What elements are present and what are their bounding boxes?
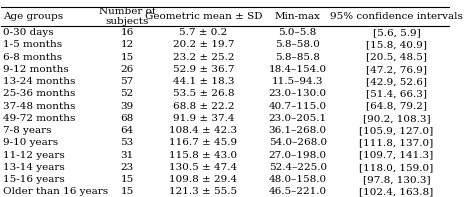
Text: 91.9 ± 37.4: 91.9 ± 37.4: [173, 114, 234, 123]
Text: 23.0–130.0: 23.0–130.0: [269, 89, 327, 98]
Text: Older than 16 years: Older than 16 years: [3, 188, 109, 196]
Text: 53.5 ± 26.8: 53.5 ± 26.8: [173, 89, 234, 98]
Text: 5.0–5.8: 5.0–5.8: [279, 28, 317, 37]
Text: 13-14 years: 13-14 years: [3, 163, 65, 172]
Text: 15: 15: [120, 175, 134, 184]
Text: 121.3 ± 55.5: 121.3 ± 55.5: [169, 188, 237, 196]
Text: 15-16 years: 15-16 years: [3, 175, 65, 184]
Text: 53: 53: [120, 138, 134, 147]
Text: 116.7 ± 45.9: 116.7 ± 45.9: [169, 138, 237, 147]
Text: 26: 26: [120, 65, 134, 74]
Text: [109.7, 141.3]: [109.7, 141.3]: [359, 151, 434, 160]
Text: 5.7 ± 0.2: 5.7 ± 0.2: [179, 28, 228, 37]
Text: 18.4–154.0: 18.4–154.0: [269, 65, 327, 74]
Text: [102.4, 163.8]: [102.4, 163.8]: [359, 188, 434, 196]
Text: 13-24 months: 13-24 months: [3, 77, 75, 86]
Text: 52.4–225.0: 52.4–225.0: [269, 163, 327, 172]
Text: 1-5 months: 1-5 months: [3, 40, 62, 49]
Text: 25-36 months: 25-36 months: [3, 89, 75, 98]
Text: [64.8, 79.2]: [64.8, 79.2]: [366, 102, 427, 111]
Text: [20.5, 48.5]: [20.5, 48.5]: [366, 53, 427, 62]
Text: 9-12 months: 9-12 months: [3, 65, 69, 74]
Text: [111.8, 137.0]: [111.8, 137.0]: [359, 138, 434, 147]
Text: 36.1–268.0: 36.1–268.0: [269, 126, 327, 135]
Text: 52.9 ± 36.7: 52.9 ± 36.7: [173, 65, 234, 74]
Text: Geometric mean ± SD: Geometric mean ± SD: [145, 12, 262, 21]
Text: 54.0–268.0: 54.0–268.0: [269, 138, 327, 147]
Text: 115.8 ± 43.0: 115.8 ± 43.0: [169, 151, 237, 160]
Text: 16: 16: [120, 28, 134, 37]
Text: [15.8, 40.9]: [15.8, 40.9]: [366, 40, 427, 49]
Text: [105.9, 127.0]: [105.9, 127.0]: [359, 126, 434, 135]
Text: 68.8 ± 22.2: 68.8 ± 22.2: [173, 102, 234, 111]
Text: 5.8–58.0: 5.8–58.0: [275, 40, 320, 49]
Text: [118.0, 159.0]: [118.0, 159.0]: [359, 163, 434, 172]
Text: 6-8 months: 6-8 months: [3, 53, 62, 62]
Text: 9-10 years: 9-10 years: [3, 138, 58, 147]
Text: 95% confidence intervals: 95% confidence intervals: [330, 12, 463, 21]
Text: 23.2 ± 25.2: 23.2 ± 25.2: [173, 53, 234, 62]
Text: [51.4, 66.3]: [51.4, 66.3]: [366, 89, 427, 98]
Text: 31: 31: [120, 151, 134, 160]
Text: 40.7–115.0: 40.7–115.0: [269, 102, 327, 111]
Text: [97.8, 130.3]: [97.8, 130.3]: [363, 175, 430, 184]
Text: 23: 23: [120, 163, 134, 172]
Text: 64: 64: [120, 126, 134, 135]
Text: 12: 12: [120, 40, 134, 49]
Text: 20.2 ± 19.7: 20.2 ± 19.7: [173, 40, 234, 49]
Text: Age groups: Age groups: [3, 12, 64, 21]
Text: 130.5 ± 47.4: 130.5 ± 47.4: [169, 163, 237, 172]
Text: 37-48 months: 37-48 months: [3, 102, 75, 111]
Text: Number of
subjects: Number of subjects: [99, 7, 155, 26]
Text: 39: 39: [120, 102, 134, 111]
Text: 48.0–158.0: 48.0–158.0: [269, 175, 327, 184]
Text: 11.5–94.3: 11.5–94.3: [272, 77, 323, 86]
Text: 0-30 days: 0-30 days: [3, 28, 54, 37]
Text: 57: 57: [120, 77, 134, 86]
Text: 5.8–85.8: 5.8–85.8: [275, 53, 320, 62]
Text: [42.9, 52.6]: [42.9, 52.6]: [366, 77, 427, 86]
Text: 44.1 ± 18.3: 44.1 ± 18.3: [173, 77, 234, 86]
Text: 68: 68: [120, 114, 134, 123]
Text: 46.5–221.0: 46.5–221.0: [269, 188, 327, 196]
Text: 108.4 ± 42.3: 108.4 ± 42.3: [169, 126, 237, 135]
Text: 7-8 years: 7-8 years: [3, 126, 52, 135]
Text: 109.8 ± 29.4: 109.8 ± 29.4: [169, 175, 237, 184]
Text: 23.0–205.1: 23.0–205.1: [269, 114, 327, 123]
Text: 15: 15: [120, 188, 134, 196]
Text: 52: 52: [120, 89, 134, 98]
Text: [5.6, 5.9]: [5.6, 5.9]: [373, 28, 420, 37]
Text: 15: 15: [120, 53, 134, 62]
Text: Min-max: Min-max: [275, 12, 320, 21]
Text: 11-12 years: 11-12 years: [3, 151, 65, 160]
Text: [47.2, 76.9]: [47.2, 76.9]: [366, 65, 427, 74]
Text: [90.2, 108.3]: [90.2, 108.3]: [363, 114, 430, 123]
Text: 27.0–198.0: 27.0–198.0: [269, 151, 327, 160]
Text: 49-72 months: 49-72 months: [3, 114, 75, 123]
